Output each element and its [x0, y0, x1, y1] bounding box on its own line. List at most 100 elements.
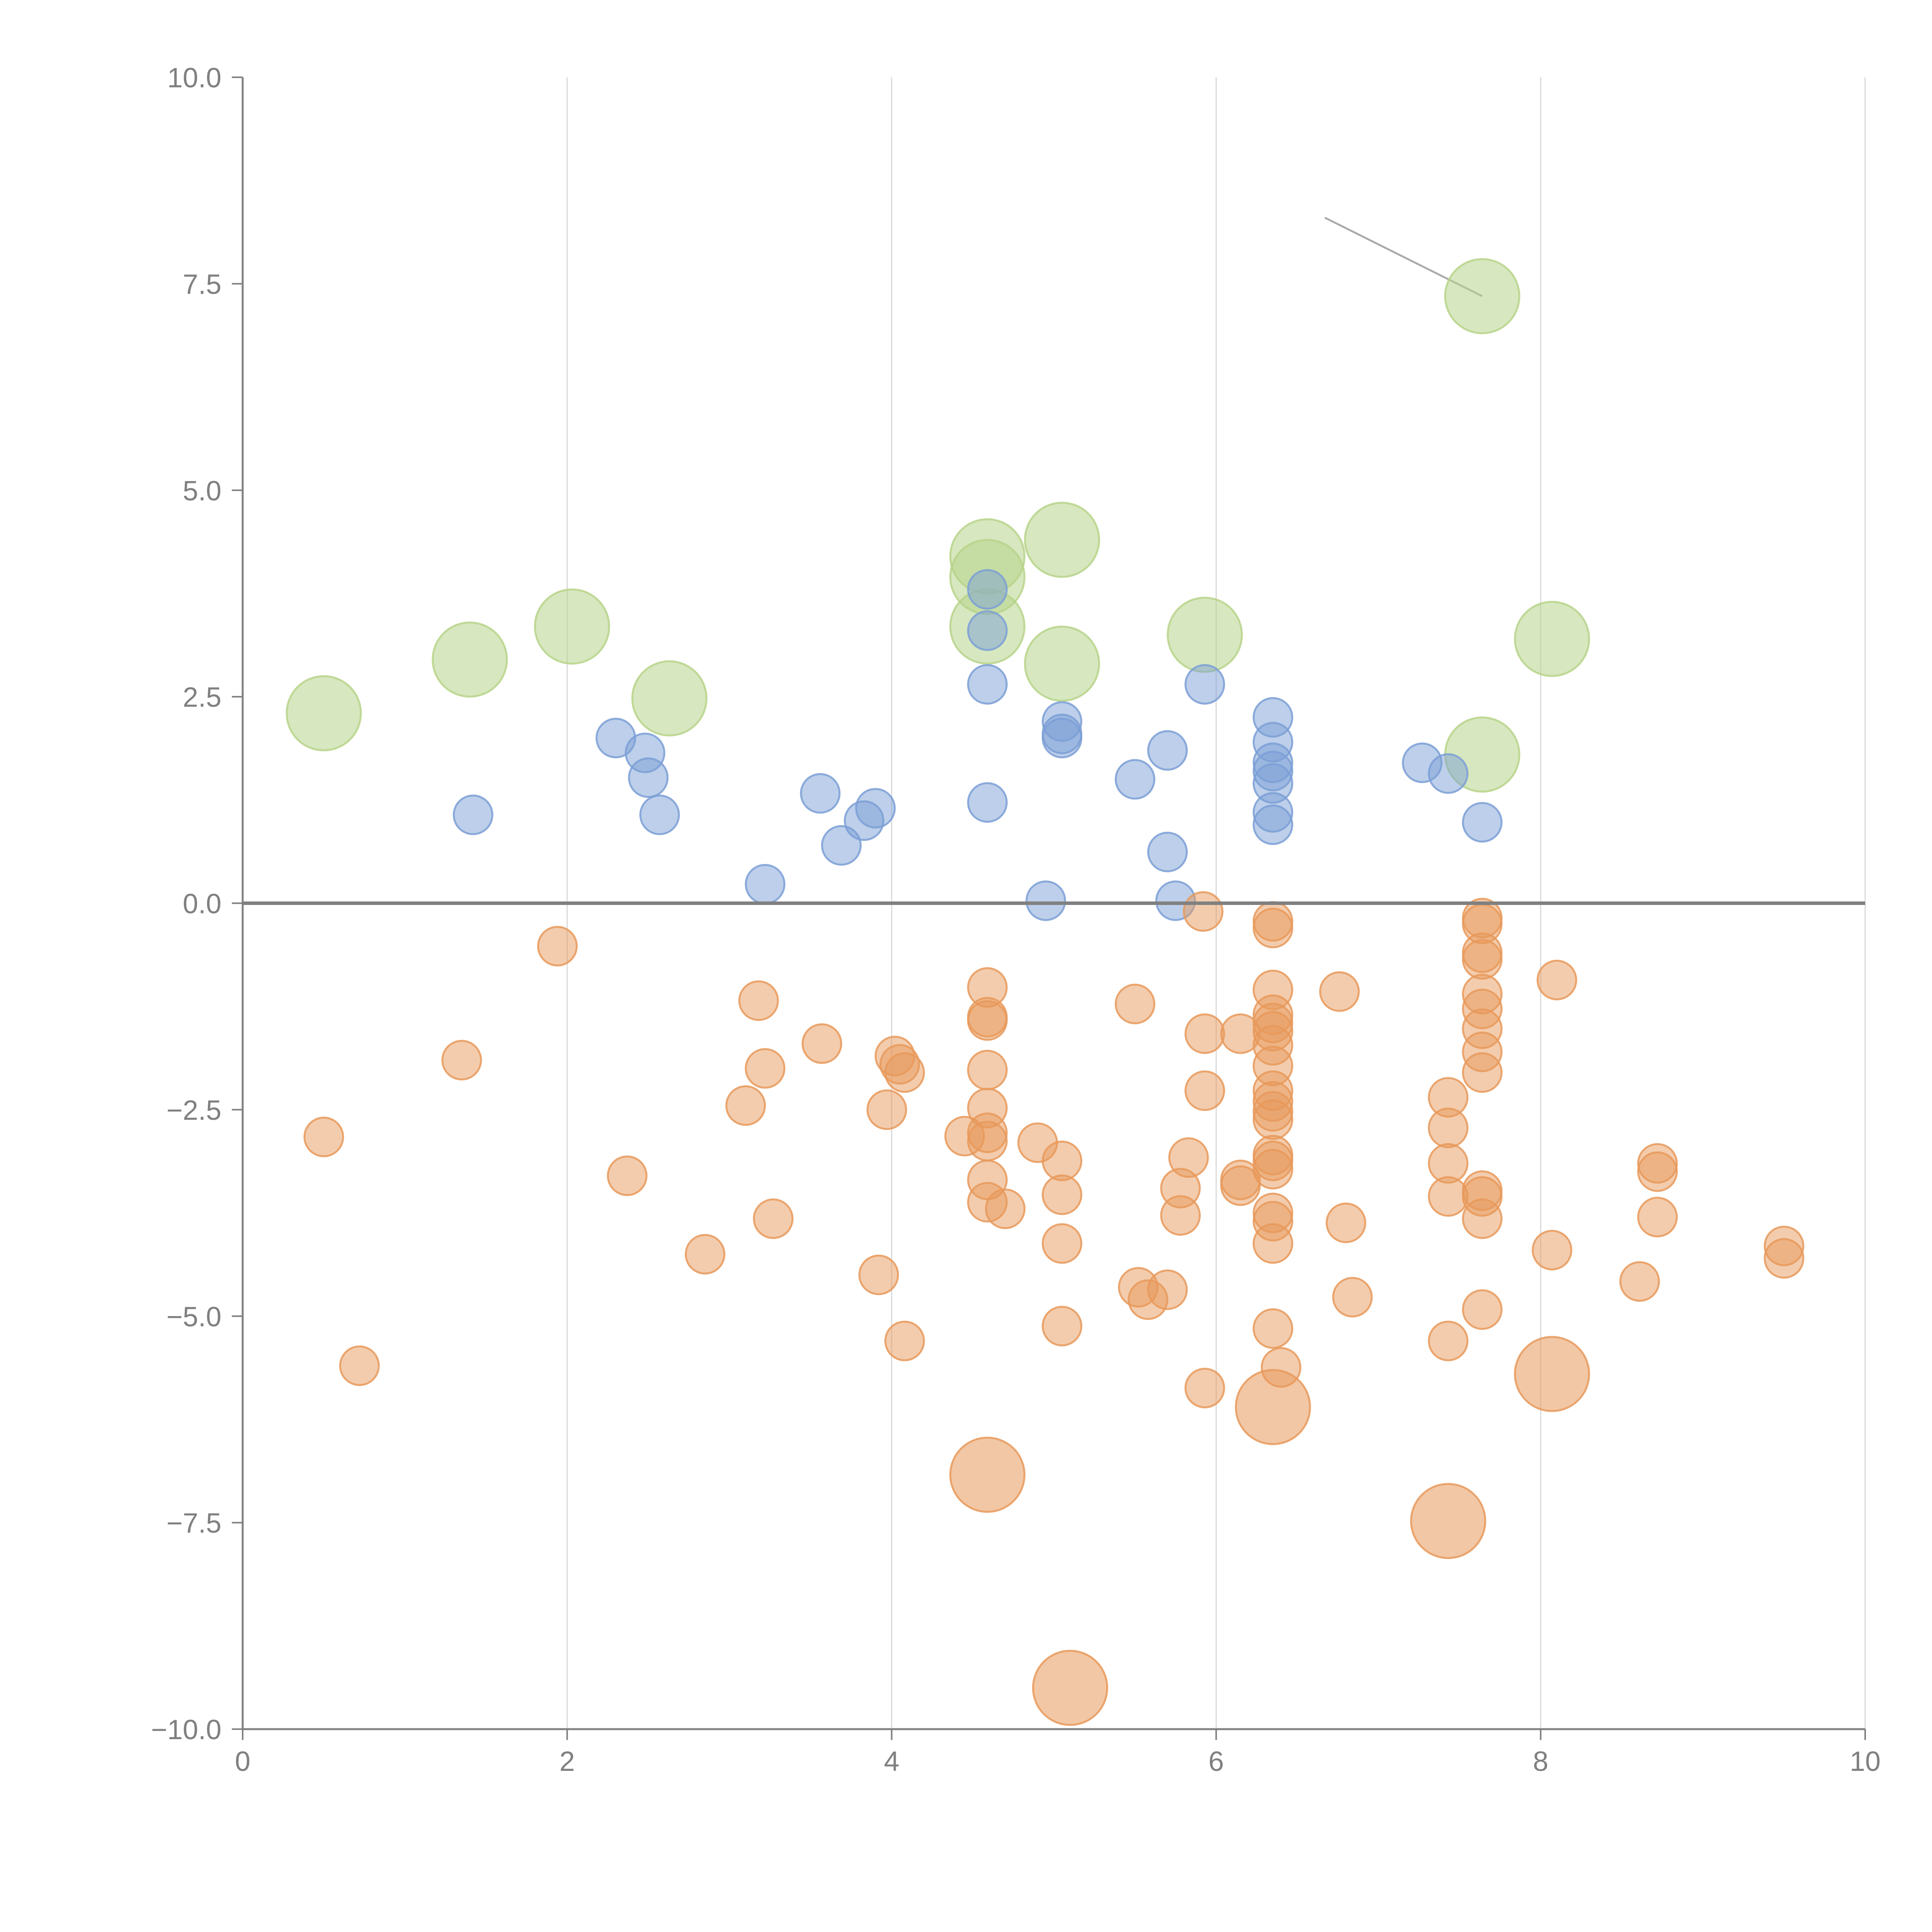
y-tick-label: 0.0 — [183, 889, 221, 920]
data-point[interactable] — [452, 794, 493, 835]
x-tick-label: 4 — [884, 1746, 900, 1777]
data-point[interactable] — [738, 980, 779, 1021]
data-point[interactable] — [1167, 597, 1243, 673]
data-point[interactable] — [1536, 959, 1577, 1000]
data-point[interactable] — [967, 1121, 1008, 1162]
series-negative — [303, 891, 1804, 1408]
data-point[interactable] — [967, 782, 1008, 823]
data-point[interactable] — [1160, 1195, 1201, 1236]
data-point[interactable] — [1168, 1137, 1209, 1178]
data-point[interactable] — [631, 660, 707, 736]
data-point[interactable] — [1184, 1367, 1225, 1408]
data-point[interactable] — [800, 773, 841, 814]
data-point[interactable] — [1428, 753, 1469, 794]
data-point[interactable] — [1041, 1140, 1082, 1181]
data-point[interactable] — [725, 1085, 766, 1126]
data-point[interactable] — [607, 1155, 648, 1196]
data-point[interactable] — [745, 1048, 786, 1089]
data-point[interactable] — [1024, 626, 1100, 702]
data-point[interactable] — [1184, 1070, 1225, 1111]
data-point[interactable] — [1462, 1052, 1503, 1093]
data-point[interactable] — [339, 1345, 380, 1386]
data-point[interactable] — [1026, 880, 1066, 921]
data-point[interactable] — [1325, 1202, 1366, 1243]
data-point[interactable] — [1332, 1277, 1373, 1318]
data-point[interactable] — [685, 1234, 726, 1275]
data-point[interactable] — [1183, 891, 1224, 932]
data-point[interactable] — [1147, 832, 1188, 872]
data-point[interactable] — [967, 569, 1008, 610]
data-point[interactable] — [1514, 601, 1590, 677]
series-negative-highlighted — [949, 1336, 1590, 1726]
data-point[interactable] — [801, 1023, 842, 1064]
data-point[interactable] — [1235, 1369, 1311, 1445]
data-point[interactable] — [1147, 730, 1188, 771]
data-point[interactable] — [855, 788, 896, 829]
data-point[interactable] — [1428, 1176, 1469, 1217]
x-tick-label: 8 — [1533, 1746, 1548, 1777]
data-points — [286, 258, 1804, 1726]
data-point[interactable] — [286, 675, 362, 752]
data-point[interactable] — [1252, 1308, 1293, 1349]
data-point[interactable] — [1114, 759, 1155, 800]
series-positive — [452, 569, 1503, 921]
data-point[interactable] — [1184, 664, 1225, 705]
data-point[interactable] — [1252, 1099, 1293, 1140]
data-point[interactable] — [1637, 1151, 1678, 1192]
data-point[interactable] — [745, 864, 786, 905]
data-point[interactable] — [1147, 1269, 1188, 1310]
y-tick-label: 5.0 — [183, 476, 221, 507]
data-point[interactable] — [1319, 971, 1360, 1012]
data-point[interactable] — [441, 1040, 482, 1081]
data-point[interactable] — [1032, 1650, 1108, 1726]
data-point[interactable] — [534, 588, 610, 665]
data-point[interactable] — [1764, 1238, 1804, 1279]
data-point[interactable] — [967, 664, 1008, 705]
y-tick-label: −7.5 — [167, 1508, 221, 1539]
data-point[interactable] — [1252, 804, 1293, 845]
data-point[interactable] — [1462, 802, 1503, 843]
data-point[interactable] — [967, 1000, 1008, 1041]
data-point[interactable] — [432, 621, 508, 698]
data-point[interactable] — [1428, 1320, 1469, 1361]
data-point[interactable] — [1041, 1223, 1082, 1264]
data-point[interactable] — [967, 610, 1008, 651]
data-point[interactable] — [884, 1320, 925, 1361]
data-point[interactable] — [866, 1089, 907, 1130]
data-point[interactable] — [1041, 1306, 1082, 1347]
data-point[interactable] — [753, 1198, 794, 1239]
data-point[interactable] — [1532, 1230, 1573, 1270]
data-point[interactable] — [985, 1188, 1026, 1229]
data-point[interactable] — [1462, 1289, 1503, 1330]
data-point[interactable] — [1024, 502, 1100, 578]
x-tick-label: 10 — [1850, 1746, 1881, 1777]
data-point[interactable] — [1637, 1197, 1678, 1238]
data-point[interactable] — [1514, 1336, 1590, 1412]
data-point[interactable] — [1410, 1483, 1486, 1559]
data-point[interactable] — [1114, 983, 1155, 1024]
data-point[interactable] — [1252, 1223, 1293, 1264]
data-point[interactable] — [1462, 939, 1503, 980]
data-point[interactable] — [639, 794, 680, 835]
data-point[interactable] — [1220, 1165, 1261, 1206]
data-point[interactable] — [303, 1116, 344, 1157]
data-point[interactable] — [949, 1437, 1026, 1513]
data-point[interactable] — [884, 1052, 925, 1093]
data-point[interactable] — [1444, 258, 1520, 334]
data-point[interactable] — [1252, 908, 1293, 949]
data-point[interactable] — [1184, 1013, 1225, 1054]
data-point[interactable] — [1428, 1107, 1469, 1148]
data-point[interactable] — [1462, 1198, 1503, 1239]
data-point[interactable] — [967, 1049, 1008, 1090]
data-point[interactable] — [858, 1254, 899, 1295]
data-point[interactable] — [1041, 1174, 1082, 1215]
data-point[interactable] — [628, 757, 669, 798]
y-axis-ticks: 10.0 7.5 5.0 2.5 0.0 −2.5 −5.0 −7.5 −10.0 — [151, 63, 243, 1745]
y-tick-label: −2.5 — [167, 1095, 221, 1126]
data-point[interactable] — [1252, 1149, 1293, 1190]
data-point[interactable] — [1619, 1261, 1660, 1302]
data-point[interactable] — [1041, 718, 1082, 759]
x-tick-label: 0 — [235, 1746, 250, 1777]
x-axis-ticks: 0 2 4 6 8 10 — [235, 1729, 1881, 1777]
data-point[interactable] — [537, 926, 578, 967]
